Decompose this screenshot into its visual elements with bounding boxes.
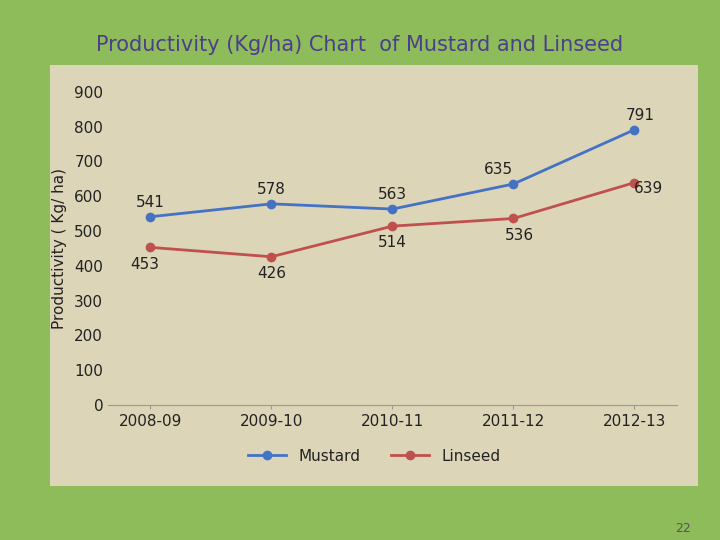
- Line: Linseed: Linseed: [146, 178, 639, 261]
- Linseed: [146, 244, 155, 251]
- Mustard: [630, 126, 639, 133]
- Linseed: [388, 223, 397, 230]
- Text: 514: 514: [378, 235, 407, 250]
- Text: 791: 791: [626, 109, 655, 124]
- Text: 639: 639: [634, 181, 664, 196]
- Text: 635: 635: [485, 162, 513, 177]
- Mustard: [509, 181, 518, 187]
- Linseed: [630, 179, 639, 186]
- Mustard: [388, 206, 397, 212]
- Linseed: [267, 253, 276, 260]
- Linseed: [509, 215, 518, 222]
- Text: 578: 578: [257, 182, 286, 197]
- Text: 453: 453: [130, 257, 159, 272]
- Text: 536: 536: [505, 228, 534, 243]
- Legend: Mustard, Linseed: Mustard, Linseed: [242, 443, 507, 470]
- Text: 541: 541: [136, 195, 165, 210]
- Y-axis label: Productivity ( Kg/ ha): Productivity ( Kg/ ha): [52, 168, 67, 329]
- Line: Mustard: Mustard: [146, 126, 639, 221]
- Text: 22: 22: [675, 522, 691, 535]
- Text: 563: 563: [378, 187, 407, 202]
- Text: 426: 426: [257, 267, 286, 281]
- Mustard: [146, 213, 155, 220]
- Mustard: [267, 201, 276, 207]
- Text: Productivity (Kg/ha) Chart  of Mustard and Linseed: Productivity (Kg/ha) Chart of Mustard an…: [96, 35, 624, 55]
